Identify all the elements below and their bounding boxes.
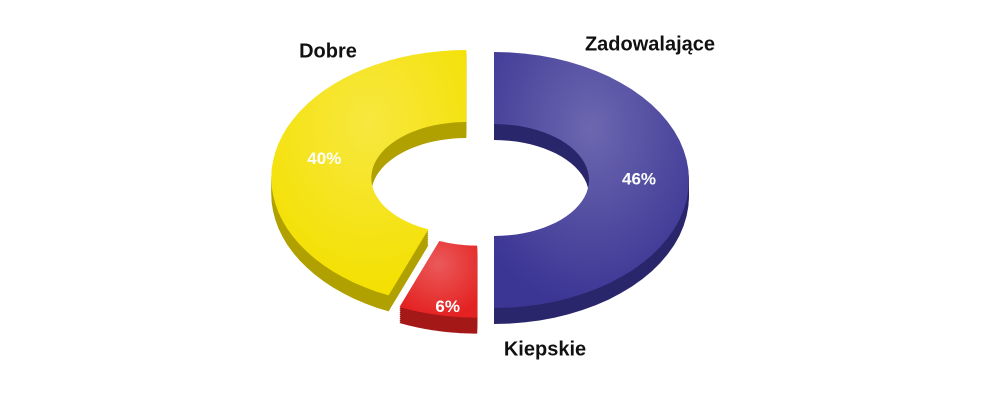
slice-shine xyxy=(494,52,689,308)
category-label: Zadowalające xyxy=(585,33,715,55)
slice xyxy=(399,241,478,334)
slice-shine xyxy=(399,241,478,318)
slice-shine xyxy=(271,50,467,296)
category-label: Kiepskie xyxy=(504,338,586,360)
value-label: 46% xyxy=(622,169,656,188)
value-label: 40% xyxy=(307,149,341,168)
slice xyxy=(494,52,689,324)
value-label: 6% xyxy=(435,297,460,316)
category-label: Dobre xyxy=(299,40,357,62)
slice xyxy=(271,50,467,312)
